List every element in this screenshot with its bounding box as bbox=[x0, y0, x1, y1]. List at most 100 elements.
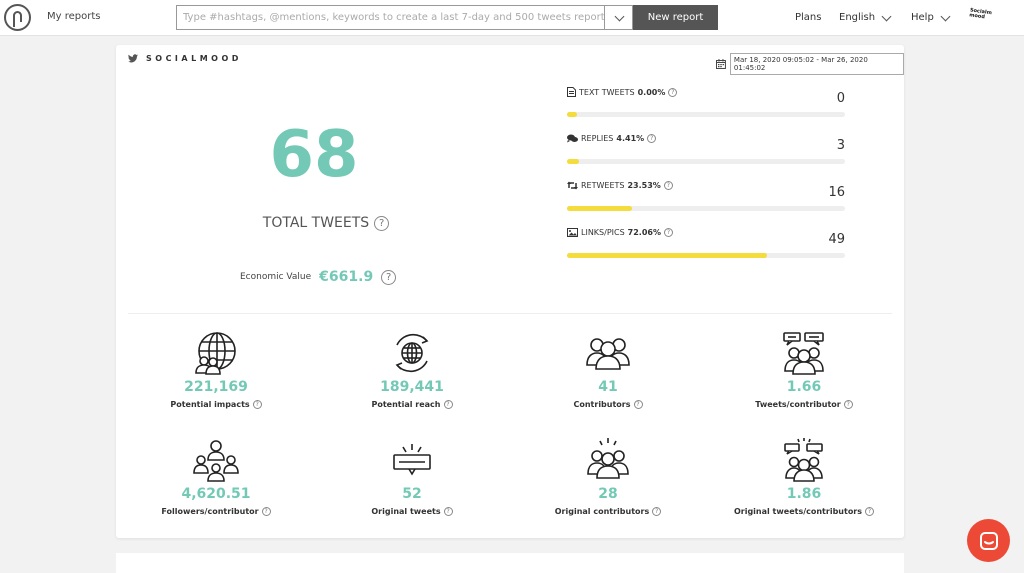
chat-icon bbox=[979, 531, 998, 550]
search-input[interactable] bbox=[177, 6, 605, 29]
retweet-icon bbox=[567, 181, 578, 190]
chevron-down-icon bbox=[614, 11, 624, 21]
language-label: English bbox=[839, 12, 876, 23]
metric-value: 49 bbox=[828, 232, 845, 247]
metric-retweets: RETWEETS 23.53% ? 16 bbox=[567, 181, 845, 221]
divider bbox=[128, 313, 892, 314]
metric-pct: 4.41% bbox=[616, 134, 645, 143]
metric-bar-track bbox=[567, 159, 845, 164]
stat-original-tweets: 52 Original tweets? bbox=[322, 438, 502, 516]
stat-tweets-per-contributor: 1.66 Tweets/contributor? bbox=[714, 331, 894, 409]
stat-value: 52 bbox=[402, 486, 422, 502]
help-label: Help bbox=[911, 12, 934, 23]
date-range[interactable]: Mar 18, 2020 09:05:02 - Mar 26, 2020 01:… bbox=[716, 53, 904, 75]
help-icon[interactable]: ? bbox=[633, 400, 643, 409]
avatar[interactable]: Socialm mood bbox=[968, 7, 993, 21]
help-icon[interactable]: ? bbox=[668, 87, 678, 97]
report-card: SOCIALMOOD Mar 18, 2020 09:05:02 - Mar 2… bbox=[116, 45, 904, 538]
brand-name: SOCIALMOOD bbox=[146, 54, 242, 63]
metric-bar-fill bbox=[567, 159, 580, 164]
metric-bar-track bbox=[567, 112, 845, 117]
logo-icon[interactable] bbox=[4, 4, 31, 31]
search-box bbox=[176, 5, 633, 30]
stat-label: Original tweets bbox=[371, 507, 441, 516]
total-tweets-value: 68 bbox=[269, 118, 359, 192]
metric-links-pics: LINKS/PICS 72.06% ? 49 bbox=[567, 228, 845, 268]
help-icon[interactable]: ? bbox=[381, 269, 397, 285]
twitter-icon bbox=[128, 54, 138, 63]
stat-label: Original tweets/contributors bbox=[733, 507, 863, 516]
chevron-down-icon bbox=[881, 11, 892, 21]
help-icon[interactable]: ? bbox=[443, 400, 453, 409]
metric-bar-fill bbox=[567, 253, 768, 258]
chat-launcher-button[interactable] bbox=[967, 519, 1010, 562]
metric-pct: 72.06% bbox=[627, 228, 661, 237]
help-icon[interactable]: ? bbox=[865, 507, 875, 516]
metric-text-tweets: TEXT TWEETS 0.00% ? 0 bbox=[567, 87, 845, 127]
image-icon bbox=[567, 228, 578, 237]
my-reports-link[interactable]: My reports bbox=[47, 11, 101, 22]
group-chat-icon bbox=[783, 332, 824, 375]
help-icon[interactable]: ? bbox=[443, 507, 453, 516]
stat-label: Tweets/contributor bbox=[755, 400, 841, 409]
search-dropdown-button[interactable] bbox=[604, 6, 633, 29]
globe-refresh-icon bbox=[395, 333, 429, 373]
stat-original-tweets-per-contributor: 1.86 Original tweets/contributors? bbox=[714, 438, 894, 516]
economic-value-label: Economic Value bbox=[240, 272, 312, 282]
metric-replies: REPLIES 4.41% ? 3 bbox=[567, 134, 845, 174]
help-icon[interactable]: ? bbox=[664, 228, 673, 237]
stat-potential-impacts: 221,169 Potential impacts? bbox=[126, 331, 306, 409]
stat-followers-per-contributor: 4,620.51 Followers/contributor? bbox=[126, 438, 306, 516]
group-chat-highlight-icon bbox=[784, 438, 823, 482]
help-icon[interactable]: ? bbox=[652, 507, 662, 516]
network-people-icon bbox=[193, 440, 239, 482]
comments-icon bbox=[567, 134, 578, 143]
help-icon[interactable]: ? bbox=[374, 215, 390, 231]
brand-header: SOCIALMOOD bbox=[128, 54, 242, 63]
stat-value: 41 bbox=[598, 379, 618, 395]
second-card bbox=[116, 553, 904, 573]
stat-original-contributors: 28 Original contributors? bbox=[518, 438, 698, 516]
globe-people-icon bbox=[195, 332, 236, 375]
help-icon[interactable]: ? bbox=[843, 400, 853, 409]
stat-value: 4,620.51 bbox=[181, 486, 251, 502]
help-menu[interactable]: Help bbox=[911, 11, 951, 23]
help-icon[interactable]: ? bbox=[663, 181, 673, 190]
help-icon[interactable]: ? bbox=[252, 400, 262, 409]
top-bar: My reports New report Plans English Help… bbox=[0, 0, 1024, 36]
help-icon[interactable]: ? bbox=[647, 134, 657, 143]
stat-label: Potential reach bbox=[371, 400, 441, 409]
metric-value: 16 bbox=[828, 185, 845, 200]
group-icon bbox=[586, 338, 630, 370]
metric-value: 0 bbox=[836, 91, 845, 106]
metric-label: RETWEETS bbox=[581, 181, 625, 190]
plans-link[interactable]: Plans bbox=[795, 12, 822, 23]
stat-value: 28 bbox=[598, 486, 618, 502]
total-tweets-text: TOTAL TWEETS bbox=[262, 215, 370, 231]
metric-bar-track bbox=[567, 253, 845, 258]
metric-pct: 23.53% bbox=[627, 181, 661, 190]
stat-label: Contributors bbox=[573, 400, 631, 409]
chevron-down-icon bbox=[940, 11, 951, 21]
document-icon bbox=[567, 87, 576, 97]
group-highlight-icon bbox=[587, 438, 629, 479]
economic-value-amount: €661.9 bbox=[319, 269, 374, 285]
new-report-button[interactable]: New report bbox=[633, 5, 718, 30]
economic-value: Economic Value €661.9 ? bbox=[240, 269, 397, 285]
stat-value: 1.86 bbox=[786, 486, 822, 502]
stat-label: Followers/contributor bbox=[161, 507, 259, 516]
language-menu[interactable]: English bbox=[839, 11, 892, 23]
stat-value: 1.66 bbox=[786, 379, 822, 395]
metric-bar-track bbox=[567, 206, 845, 211]
stat-contributors: 41 Contributors? bbox=[518, 331, 698, 409]
help-icon[interactable]: ? bbox=[261, 507, 271, 516]
stat-potential-reach: 189,441 Potential reach? bbox=[322, 331, 502, 409]
metric-bar-fill bbox=[567, 112, 577, 117]
total-tweets-label: TOTAL TWEETS ? bbox=[226, 215, 426, 231]
metric-pct: 0.00% bbox=[637, 87, 666, 97]
stat-value: 189,441 bbox=[380, 379, 444, 395]
metric-value: 3 bbox=[836, 138, 845, 153]
metric-label: REPLIES bbox=[581, 134, 614, 143]
stat-label: Potential impacts bbox=[170, 400, 250, 409]
message-icon bbox=[393, 444, 431, 476]
